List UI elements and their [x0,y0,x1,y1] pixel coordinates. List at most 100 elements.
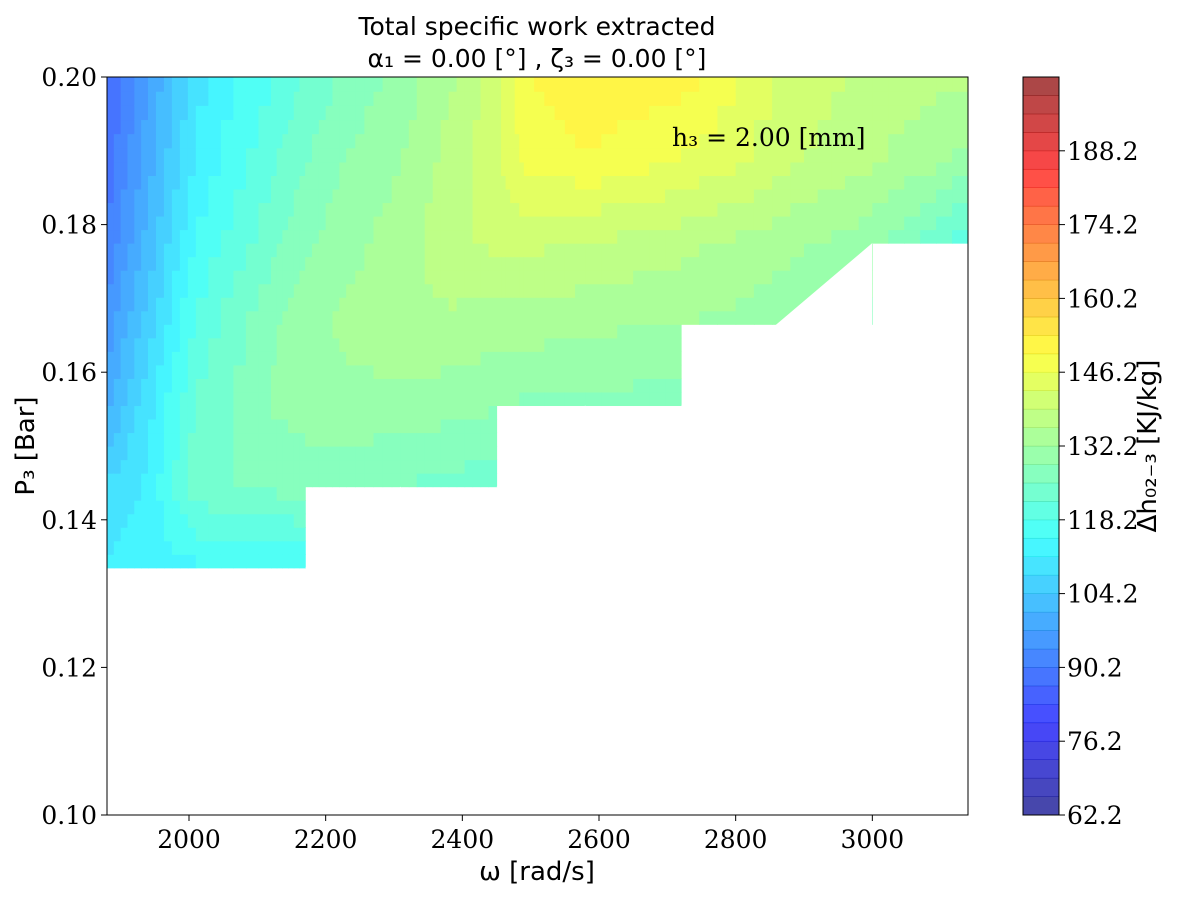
contour-cell [904,77,921,92]
contour-cell [299,283,306,298]
contour-cell [448,229,458,244]
contour-cell [920,229,937,244]
contour-cell [276,527,283,542]
contour-cell [332,378,340,393]
contour-cell [424,202,434,217]
contour-cell [544,133,556,149]
contour-cell [364,270,375,285]
contour-cell [681,161,700,176]
contour-cell [163,405,173,420]
contour-cell [554,378,566,393]
contour-cell [601,77,618,92]
contour-cell [245,405,260,420]
contour-cell [187,283,197,298]
contour-cell [293,77,301,92]
contour-cell [134,391,142,407]
contour-cell [488,188,498,204]
contour-cell [271,147,278,163]
contour-cell [772,91,791,106]
contour-cell [208,418,222,434]
contour-cell [195,540,209,555]
contour-cell [364,105,375,121]
contour-cell [208,324,222,339]
contour-cell [233,229,247,244]
contour-cell [134,270,142,285]
contour-cell [299,391,306,407]
contour-cell [519,351,525,366]
contour-cell [134,133,142,149]
contour-cell [163,310,173,325]
contour-cell [299,351,306,366]
contour-cell [920,175,937,190]
contour-cell [134,378,142,393]
contour-cell [187,378,197,393]
contour-cell [448,215,458,231]
contour-cell [510,202,516,217]
contour-cell [127,215,135,231]
contour-cell [120,378,129,393]
contour-cell [148,337,157,352]
contour-cell [293,324,301,339]
contour-cell [440,91,450,106]
contour-cell [187,77,197,92]
contour-cell [480,188,490,204]
contour-cell [293,486,301,501]
contour-cell [155,337,165,352]
contour-cell [305,378,313,393]
contour-cell [148,391,157,407]
contour-cell [318,77,327,92]
contour-cell [408,119,418,135]
contour-cell [681,105,700,121]
contour-cell [107,364,115,379]
contour-cell [735,297,755,312]
contour-cell [424,215,434,231]
contour-cell [416,77,426,92]
contour-cell [155,324,165,339]
contour-cell [195,337,209,352]
contour-cell [936,161,953,176]
contour-cell [293,554,301,569]
contour-cell [233,256,247,271]
contour-cell [505,243,511,258]
contour-cell [282,91,289,106]
contour-cell [649,202,666,217]
contour-cell [480,283,490,298]
colorbar-level [1023,722,1059,742]
contour-cell [735,243,755,258]
contour-cell [220,283,235,298]
contour-cell [171,297,181,312]
contour-cell [325,337,334,352]
contour-cell [195,527,209,542]
contour-cell [120,297,129,312]
contour-cell [233,418,247,434]
contour-cell [318,459,327,474]
contour-cell [665,351,682,366]
contour-cell [325,310,334,325]
contour-cell [496,215,502,231]
contour-cell [448,161,458,176]
contour-cell [790,119,805,135]
contour-cell [127,486,135,501]
contour-cell [299,243,306,258]
contour-cell [113,405,122,420]
contour-cell [141,105,149,121]
contour-cell [564,364,576,379]
contour-cell [391,283,402,298]
contour-cell [904,175,921,190]
contour-cell [534,256,545,271]
contour-cell [271,229,278,244]
contour-cell [544,270,556,285]
contour-cell [155,446,165,461]
contour-cell [400,324,410,339]
contour-cell [233,105,247,121]
contour-cell [424,459,434,474]
contour-cell [408,202,418,217]
contour-cell [276,486,283,501]
contour-cell [480,351,490,366]
contour-cell [325,364,334,379]
contour-cell [488,446,498,461]
contour-cell [127,188,135,204]
contour-cell [617,270,634,285]
contour-cell [339,324,347,339]
contour-cell [339,133,347,149]
